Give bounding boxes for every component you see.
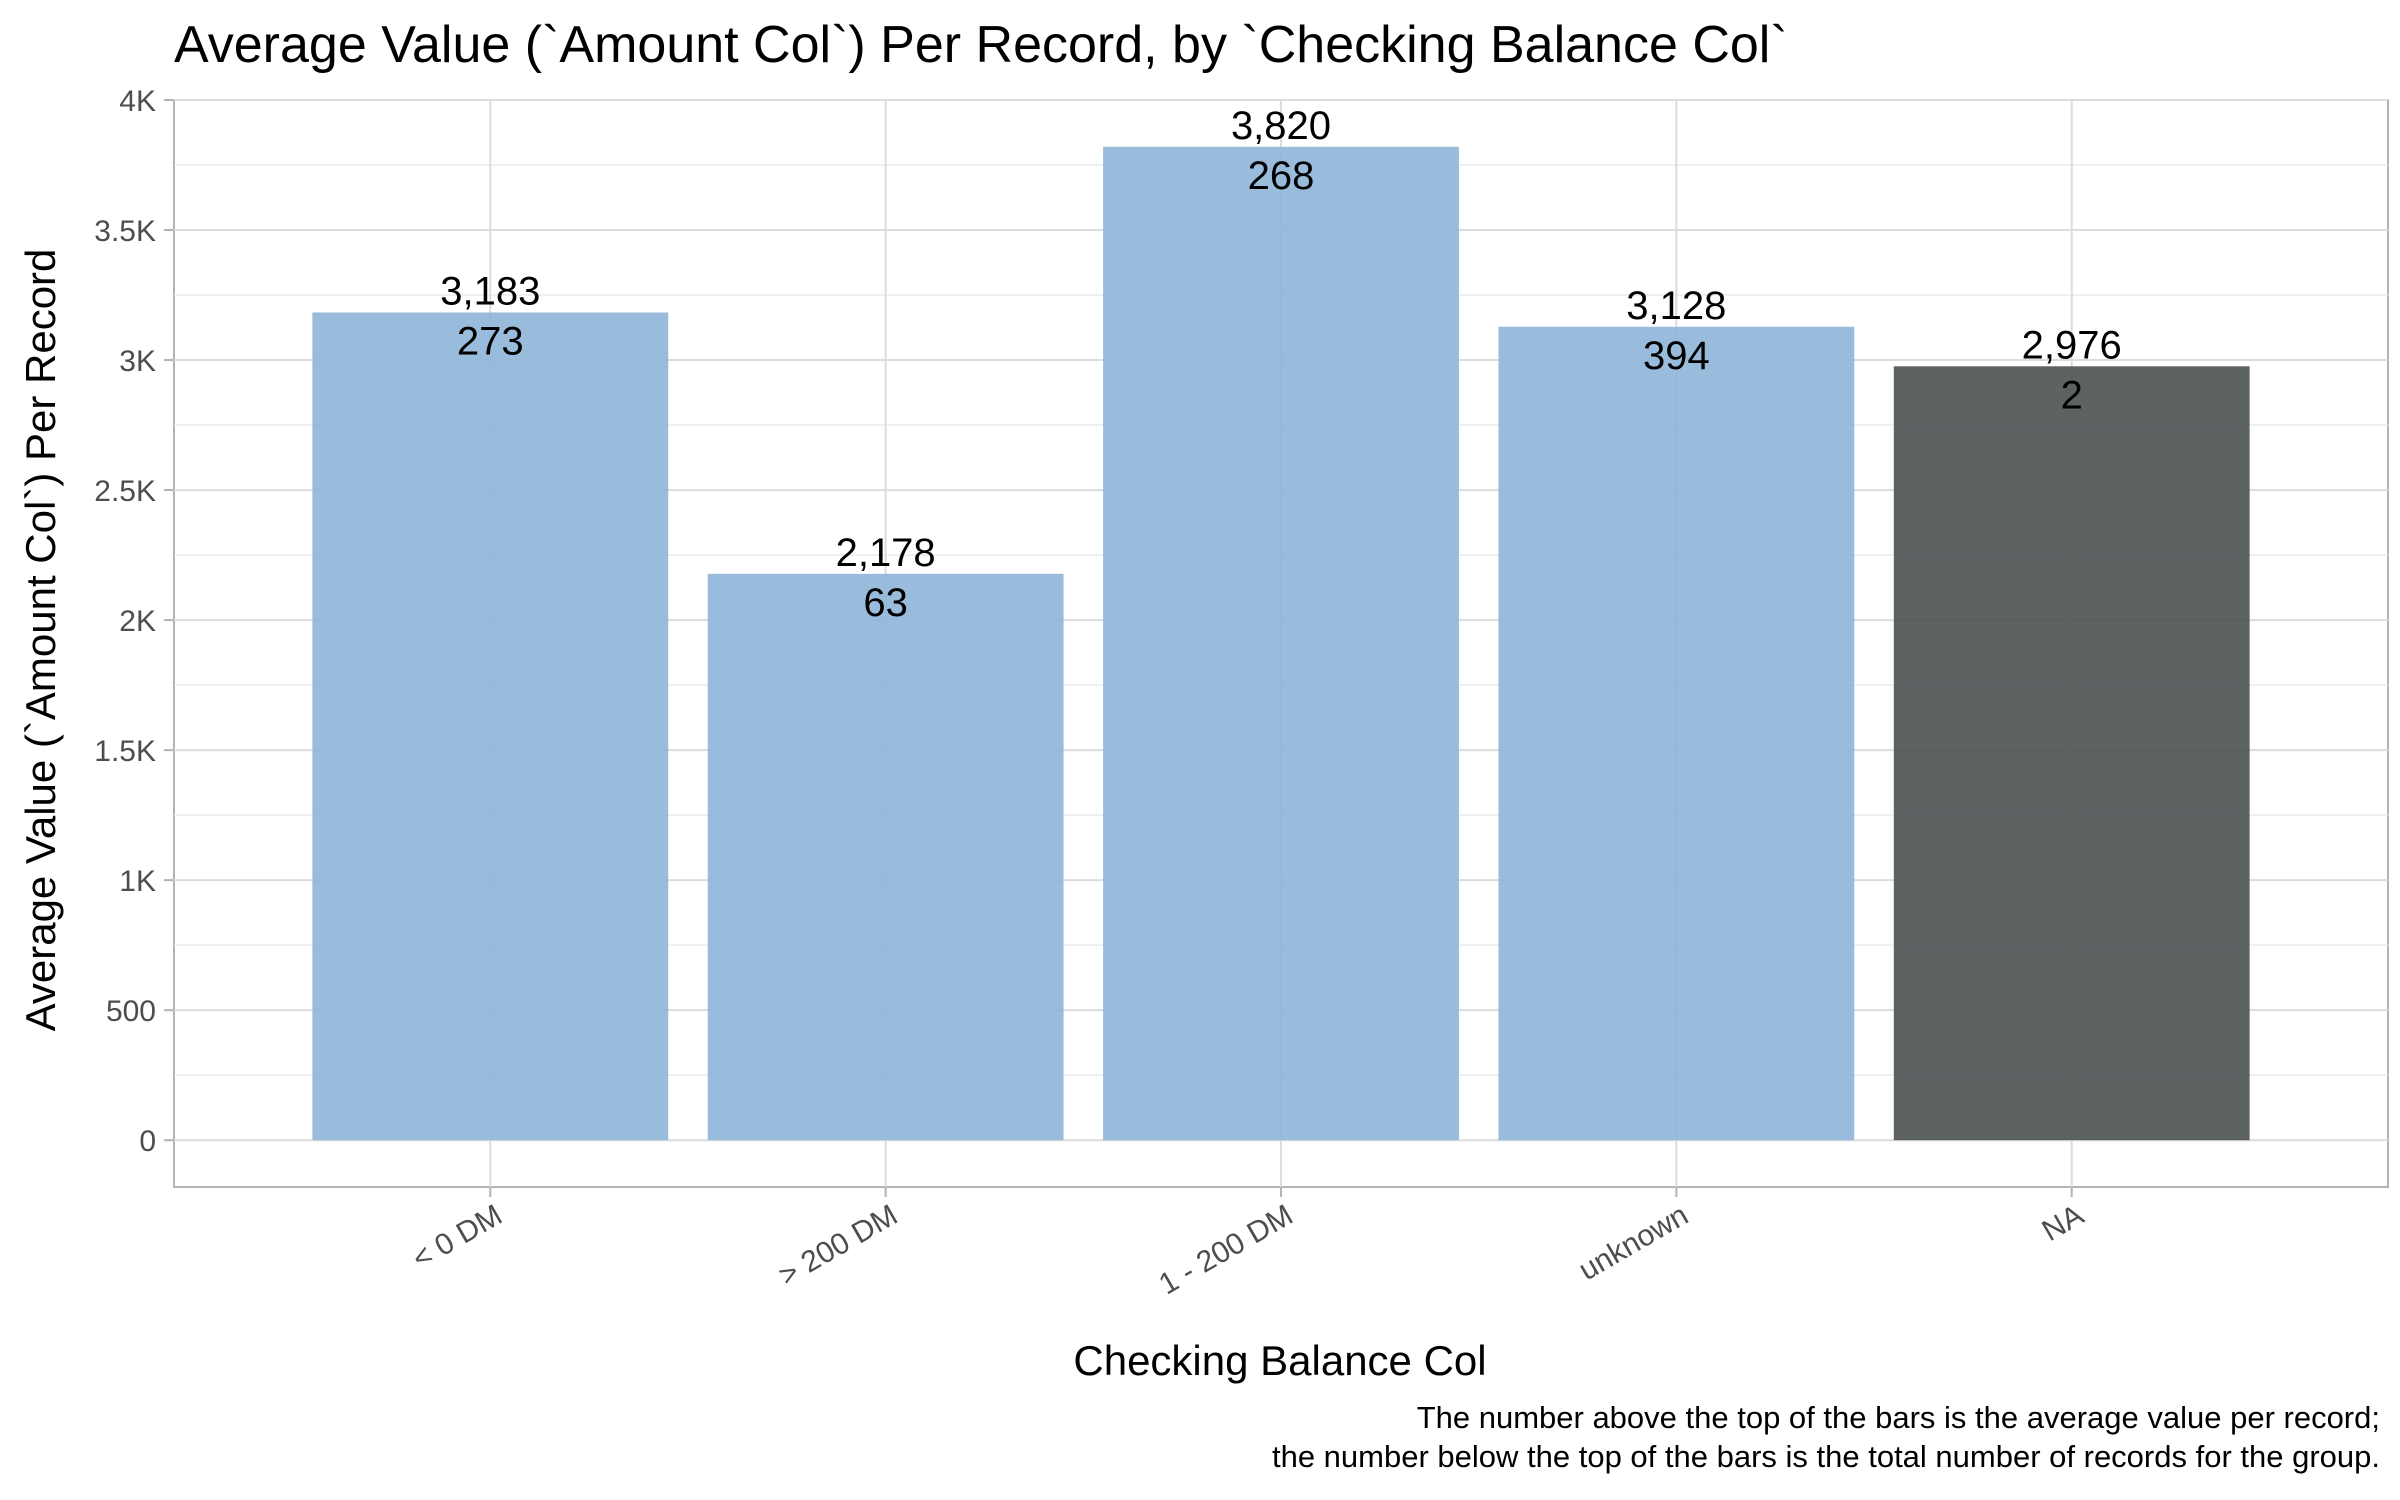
y-tick-label: 500 bbox=[106, 995, 156, 1028]
chart-title: Average Value (`Amount Col`) Per Record,… bbox=[174, 16, 1788, 74]
y-tick-label: 3.5K bbox=[94, 215, 156, 248]
x-axis: < 0 DM > 200 DM 1 - 200 DM unknown NA bbox=[407, 1187, 2089, 1301]
value-label: 3,183 bbox=[440, 269, 540, 313]
x-tick-label: < 0 DM bbox=[407, 1198, 508, 1275]
value-label: 2,976 bbox=[2022, 323, 2122, 367]
x-tick-label: 1 - 200 DM bbox=[1153, 1198, 1298, 1301]
y-tick-label: 2.5K bbox=[94, 475, 156, 508]
y-tick-label: 1K bbox=[119, 865, 156, 898]
y-tick-label: 4K bbox=[119, 85, 156, 118]
count-label: 63 bbox=[863, 581, 908, 625]
bar-0 bbox=[312, 312, 669, 1141]
value-label: 3,820 bbox=[1231, 104, 1331, 148]
y-axis: 0 500 1K 1.5K 2K 2.5K 3K 3.5K 4K bbox=[94, 85, 174, 1158]
y-tick-label: 3K bbox=[119, 345, 156, 378]
count-label: 394 bbox=[1643, 334, 1710, 378]
y-tick-label: 1.5K bbox=[94, 735, 156, 768]
bars bbox=[312, 146, 2250, 1141]
count-label: 273 bbox=[457, 319, 524, 363]
caption-line-1: The number above the top of the bars is … bbox=[1417, 1400, 2380, 1435]
bar-4 bbox=[1893, 366, 2250, 1141]
count-label: 268 bbox=[1248, 154, 1315, 198]
x-tick-label: unknown bbox=[1573, 1198, 1694, 1287]
bar-1 bbox=[707, 573, 1064, 1141]
y-axis-title: Average Value (`Amount Col`) Per Record bbox=[17, 249, 64, 1032]
x-tick-label: > 200 DM bbox=[773, 1198, 903, 1292]
count-label: 2 bbox=[2061, 373, 2083, 417]
value-label: 2,178 bbox=[836, 531, 936, 575]
bar-3 bbox=[1498, 326, 1855, 1141]
caption-line-2: the number below the top of the bars is … bbox=[1272, 1439, 2380, 1474]
y-tick-label: 0 bbox=[139, 1125, 156, 1158]
bar-2 bbox=[1103, 146, 1459, 1141]
x-tick-label: NA bbox=[2037, 1198, 2090, 1247]
bar-labels: 3,183 273 2,178 63 3,820 268 3,128 394 2,976 2 bbox=[440, 104, 2122, 625]
x-axis-title: Checking Balance Col bbox=[1073, 1337, 1486, 1384]
value-label: 3,128 bbox=[1626, 284, 1726, 328]
y-tick-label: 2K bbox=[119, 605, 156, 638]
